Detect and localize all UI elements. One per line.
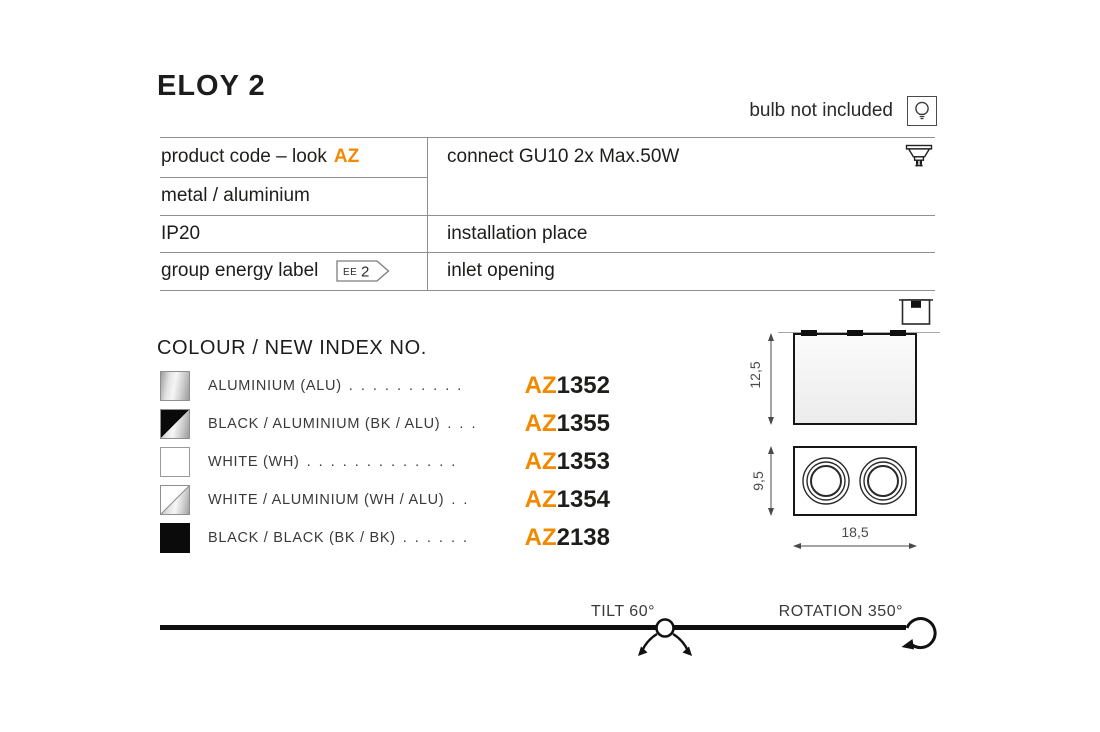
- index-code: AZ1353: [524, 448, 610, 475]
- height-dimension-line: [768, 333, 774, 425]
- colour-row-white: WHITE (WH) . . . . . . . . . . . . . AZ1…: [160, 447, 610, 477]
- dot-leader: . . . . . .: [402, 530, 470, 546]
- energy-label-text: group energy label: [161, 260, 319, 281]
- bulb-icon: [907, 96, 937, 126]
- bulb-note-text: bulb not included: [749, 100, 893, 121]
- side-height-value: 12,5: [747, 361, 763, 389]
- spec-row-connect: connect GU10 2x Max.50W: [427, 137, 935, 177]
- spec-row-energy-label: group energy label EE 2: [160, 252, 427, 290]
- spec-row-inlet: inlet opening: [427, 252, 935, 290]
- energy-label-badge-glyph: EE 2: [336, 260, 390, 282]
- mounting-tab: [890, 330, 906, 336]
- swatch-white-aluminium: [160, 485, 190, 515]
- spec-row-material: metal / aluminium: [160, 177, 427, 215]
- bottom-width-value: 18,5: [841, 524, 869, 540]
- dot-leader: . . . . . . . . . .: [348, 378, 464, 394]
- colour-label: BLACK / ALUMINIUM (BK / ALU): [208, 416, 441, 432]
- spotlight-rings: [802, 457, 907, 505]
- spec-row-product-code: product code – look AZ: [160, 137, 427, 177]
- baseline-rule: [160, 625, 906, 630]
- svg-text:2: 2: [361, 264, 369, 281]
- colour-label: ALUMINIUM (ALU): [208, 378, 342, 394]
- colour-row-aluminium: ALUMINIUM (ALU) . . . . . . . . . . AZ13…: [160, 371, 610, 401]
- dot-leader: . . .: [447, 416, 478, 432]
- product-code-accent: AZ: [333, 146, 360, 167]
- connect-label: connect GU10 2x Max.50W: [447, 146, 680, 167]
- colour-label: BLACK / BLACK (BK / BK): [208, 530, 396, 546]
- table-rule-row3: [160, 252, 935, 253]
- index-code: AZ1352: [524, 372, 610, 399]
- colour-row-white-aluminium: WHITE / ALUMINIUM (WH / ALU) . . AZ1354: [160, 485, 610, 515]
- gu10-socket-icon-glyph: [905, 144, 933, 167]
- mounting-tab: [847, 330, 863, 336]
- rotation-label: ROTATION 350°: [778, 603, 903, 620]
- bottom-view-drawing: [793, 446, 917, 516]
- surface-mount-icon-glyph: [899, 299, 933, 325]
- table-rule-vertical: [427, 137, 428, 290]
- index-code: AZ1355: [524, 410, 610, 437]
- ip-rating-label: IP20: [161, 222, 201, 244]
- index-code: AZ1354: [524, 486, 610, 513]
- depth-dimension-line: [768, 446, 774, 516]
- page-title: ELOY 2: [157, 70, 266, 102]
- mounting-tab: [801, 330, 817, 336]
- bulb-icon-glyph: [915, 101, 929, 120]
- spec-row-ip-rating: IP20: [160, 215, 427, 252]
- index-code: AZ2138: [524, 524, 610, 551]
- dot-leader: . .: [451, 492, 470, 508]
- table-rule-row1-left: [160, 177, 427, 178]
- swatch-white: [160, 447, 190, 477]
- spec-row-installation: installation place: [427, 215, 935, 325]
- svg-text:EE: EE: [343, 267, 357, 278]
- table-rule-top: [160, 137, 935, 138]
- table-rule-row2: [160, 215, 935, 216]
- colour-index-list: ALUMINIUM (ALU) . . . . . . . . . . AZ13…: [160, 371, 610, 561]
- tilt-arrows-icon: [638, 618, 692, 656]
- width-dimension-line: [793, 543, 917, 549]
- swatch-aluminium: [160, 371, 190, 401]
- dot-leader: . . . . . . . . . . . . .: [306, 454, 458, 470]
- colour-row-black-black: BLACK / BLACK (BK / BK) . . . . . . AZ21…: [160, 523, 610, 553]
- gu10-socket-icon: [905, 144, 933, 175]
- product-code-label: product code – look: [161, 146, 327, 167]
- surface-mount-icon: [899, 298, 933, 332]
- side-view-drawing: [793, 333, 917, 425]
- spec-table: product code – look AZ metal / aluminium…: [160, 137, 935, 325]
- colour-row-black-aluminium: BLACK / ALUMINIUM (BK / ALU) . . . AZ135…: [160, 409, 610, 439]
- material-label: metal / aluminium: [161, 185, 310, 206]
- bottom-depth-value: 9,5: [750, 471, 766, 491]
- colour-label: WHITE / ALUMINIUM (WH / ALU): [208, 492, 445, 508]
- rotation-arrow-icon: [901, 617, 937, 650]
- energy-label-badge: EE 2: [336, 260, 390, 282]
- installation-label: installation place: [447, 222, 588, 244]
- inlet-label: inlet opening: [447, 260, 555, 281]
- table-rule-bottom: [160, 290, 935, 291]
- bulb-note: bulb not included: [640, 96, 937, 126]
- tilt-label: TILT 60°: [590, 603, 655, 620]
- swatch-black: [160, 523, 190, 553]
- colour-section-heading: COLOUR / NEW INDEX NO.: [157, 337, 427, 359]
- swatch-black-aluminium: [160, 409, 190, 439]
- colour-label: WHITE (WH): [208, 454, 300, 470]
